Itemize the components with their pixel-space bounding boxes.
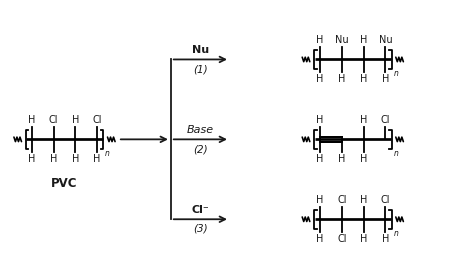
Text: H: H: [360, 74, 367, 84]
Text: PVC: PVC: [51, 177, 78, 190]
Text: H: H: [360, 154, 367, 164]
Text: H: H: [50, 154, 57, 164]
Text: H: H: [382, 74, 389, 84]
Text: Cl⁻: Cl⁻: [191, 205, 209, 215]
Text: (1): (1): [193, 64, 208, 74]
Text: Cl: Cl: [337, 195, 346, 205]
Text: H: H: [28, 115, 36, 125]
Text: H: H: [338, 154, 346, 164]
Text: H: H: [72, 154, 79, 164]
Text: n: n: [393, 229, 398, 238]
Text: Cl: Cl: [49, 115, 58, 125]
Text: Nu: Nu: [379, 35, 392, 45]
Text: H: H: [382, 234, 389, 244]
Text: Cl: Cl: [92, 115, 102, 125]
Text: H: H: [360, 115, 367, 125]
Text: (3): (3): [193, 224, 208, 234]
Text: H: H: [360, 35, 367, 45]
Text: Nu: Nu: [335, 35, 349, 45]
Text: H: H: [317, 195, 324, 205]
Text: H: H: [317, 35, 324, 45]
Text: H: H: [93, 154, 101, 164]
Text: n: n: [393, 149, 398, 158]
Text: Base: Base: [187, 125, 214, 135]
Text: Cl: Cl: [337, 234, 346, 244]
Text: H: H: [317, 115, 324, 125]
Text: n: n: [393, 69, 398, 78]
Text: H: H: [360, 234, 367, 244]
Text: (2): (2): [193, 144, 208, 154]
Text: H: H: [317, 234, 324, 244]
Text: Nu: Nu: [192, 45, 209, 55]
Text: H: H: [72, 115, 79, 125]
Text: Cl: Cl: [381, 115, 390, 125]
Text: H: H: [360, 195, 367, 205]
Text: n: n: [105, 149, 110, 158]
Text: H: H: [338, 74, 346, 84]
Text: H: H: [317, 154, 324, 164]
Text: H: H: [28, 154, 36, 164]
Text: Cl: Cl: [381, 195, 390, 205]
Text: H: H: [317, 74, 324, 84]
